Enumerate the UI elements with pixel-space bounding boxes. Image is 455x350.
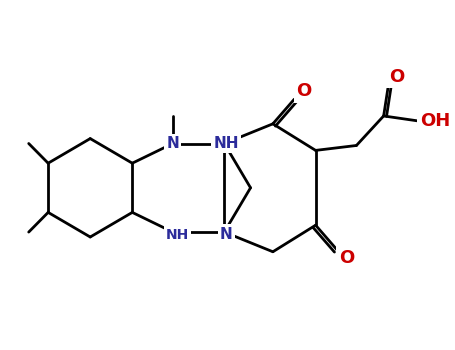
Text: O: O: [389, 68, 404, 86]
Text: NH: NH: [166, 228, 189, 242]
Text: O: O: [339, 248, 354, 267]
Text: N: N: [167, 136, 179, 151]
Text: OH: OH: [420, 112, 450, 130]
Text: NH: NH: [213, 136, 239, 151]
Text: O: O: [296, 82, 312, 100]
Text: N: N: [220, 226, 233, 242]
